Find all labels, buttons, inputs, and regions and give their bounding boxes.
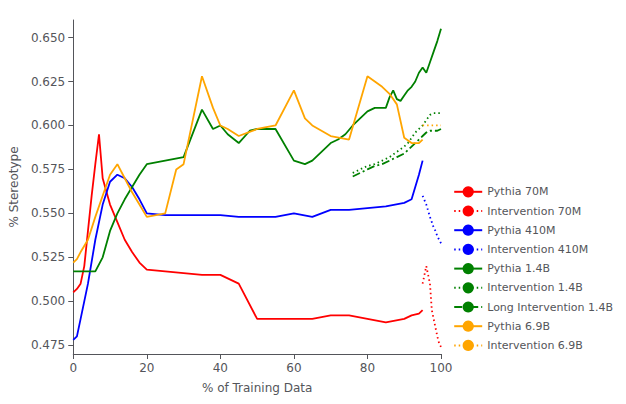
svg-text:0: 0 <box>69 361 77 375</box>
svg-text:Intervention 70M: Intervention 70M <box>487 205 581 218</box>
svg-text:100: 100 <box>430 361 453 375</box>
svg-text:% Stereotype: % Stereotype <box>7 146 21 227</box>
svg-text:Long Intervention 1.4B: Long Intervention 1.4B <box>487 301 613 314</box>
svg-text:0.650: 0.650 <box>31 31 65 45</box>
svg-text:40: 40 <box>213 361 228 375</box>
svg-text:0.550: 0.550 <box>31 206 65 220</box>
svg-text:Intervention 6.9B: Intervention 6.9B <box>487 339 583 352</box>
svg-text:80: 80 <box>360 361 375 375</box>
svg-text:20: 20 <box>139 361 154 375</box>
svg-text:Intervention 410M: Intervention 410M <box>487 243 588 256</box>
svg-text:0.575: 0.575 <box>31 162 65 176</box>
svg-text:Pythia 70M: Pythia 70M <box>487 185 548 198</box>
svg-text:Pythia 1.4B: Pythia 1.4B <box>487 262 550 275</box>
svg-text:0.625: 0.625 <box>31 75 65 89</box>
svg-text:0.500: 0.500 <box>31 294 65 308</box>
svg-text:Pythia 6.9B: Pythia 6.9B <box>487 320 550 333</box>
svg-text:Intervention 1.4B: Intervention 1.4B <box>487 281 583 294</box>
svg-text:Pythia 410M: Pythia 410M <box>487 224 555 237</box>
svg-text:0.600: 0.600 <box>31 118 65 132</box>
svg-text:% of Training Data: % of Training Data <box>202 381 312 395</box>
svg-text:0.475: 0.475 <box>31 338 65 352</box>
svg-text:0.525: 0.525 <box>31 250 65 264</box>
svg-text:60: 60 <box>286 361 301 375</box>
